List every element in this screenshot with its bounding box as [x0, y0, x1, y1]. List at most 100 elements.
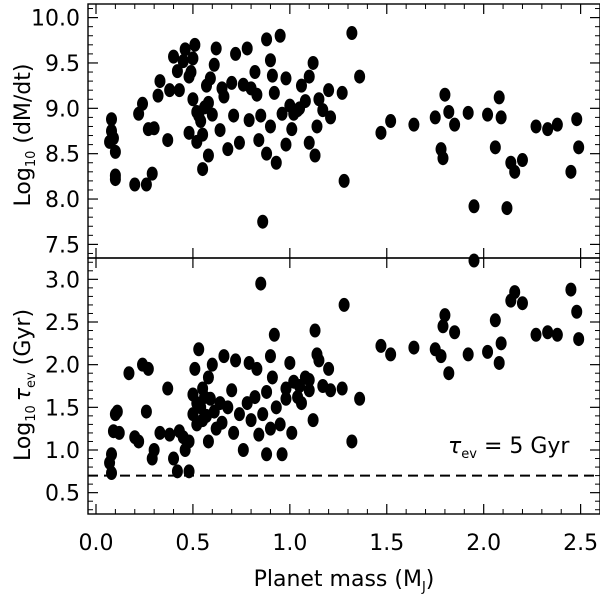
- bottom-data-point: [280, 381, 292, 396]
- bottom-data-point: [123, 366, 135, 381]
- bottom-data-point: [113, 425, 125, 440]
- bottom-data-point: [286, 425, 298, 440]
- bottom-data-point: [270, 400, 282, 415]
- bottom-data-point: [183, 434, 195, 449]
- top-data-point: [204, 71, 216, 86]
- top-data-point: [268, 85, 280, 100]
- bottom-data-point: [204, 391, 216, 406]
- top-data-point: [375, 125, 387, 140]
- top-data-point: [303, 69, 315, 84]
- top-data-point: [501, 201, 513, 216]
- top-data-point: [195, 114, 207, 129]
- bottom-data-point: [284, 355, 296, 370]
- top-data-point: [107, 131, 119, 146]
- bottom-y-axis-label: Log10 τev (Gyr): [11, 309, 39, 461]
- top-y-axis: 7.5 8.0 8.5 9.0 9.5 10.0: [31, 7, 600, 258]
- bottom-data-point: [408, 340, 420, 355]
- x-tick-label: 0.5: [175, 531, 210, 556]
- bottom-data-point: [443, 366, 455, 381]
- bottom-data-point: [216, 415, 228, 430]
- bottom-data-point: [257, 407, 269, 422]
- top-data-point: [253, 133, 265, 148]
- bottom-data-point: [439, 308, 451, 323]
- bottom-data-point: [309, 323, 321, 338]
- bottom-data-point: [249, 390, 261, 405]
- bottom-ylabel-log: Log: [11, 422, 36, 461]
- top-y-tick-label: 8.0: [45, 188, 80, 213]
- top-data-point: [443, 104, 455, 119]
- top-data-point: [261, 32, 273, 47]
- top-y-tick-label: 9.5: [45, 52, 80, 77]
- top-data-point: [551, 117, 563, 132]
- top-data-point: [309, 148, 321, 163]
- bottom-data-point: [354, 391, 366, 406]
- bottom-data-point: [573, 332, 585, 347]
- top-data-point: [106, 112, 118, 127]
- top-data-point: [346, 26, 358, 41]
- bottom-data-point: [142, 361, 154, 376]
- bottom-data-point: [313, 353, 325, 368]
- bottom-data-point: [226, 383, 238, 398]
- xlabel-sub: J: [421, 580, 426, 595]
- bottom-data-point: [154, 425, 166, 440]
- top-data-point: [482, 107, 494, 122]
- bottom-data-point: [193, 342, 205, 357]
- top-data-point: [280, 137, 292, 152]
- top-data-point: [109, 144, 121, 159]
- x-axis-label: Planet mass (MJ): [254, 567, 435, 595]
- bottom-y-tick-label: 1.5: [45, 396, 80, 421]
- bottom-data-point: [133, 434, 145, 449]
- bottom-y-tick-label: 2.0: [45, 354, 80, 379]
- bottom-ylabel-rest: (Gyr): [11, 309, 36, 372]
- bottom-data-point: [495, 336, 507, 351]
- top-data-point: [509, 164, 521, 179]
- bottom-data-point: [237, 443, 249, 457]
- top-data-point: [264, 53, 276, 68]
- bottom-data-point: [482, 344, 494, 359]
- top-data-point: [137, 96, 149, 111]
- bottom-data-point: [449, 325, 461, 340]
- top-data-point: [493, 90, 505, 105]
- top-data-point: [542, 122, 554, 137]
- bottom-data-point: [202, 370, 214, 385]
- bottom-data-point: [253, 427, 265, 442]
- top-data-point: [449, 117, 461, 132]
- top-data-point: [274, 28, 286, 43]
- bottom-data-point: [164, 427, 176, 442]
- top-ylabel-sub: 10: [24, 151, 39, 168]
- bottom-data-point: [280, 391, 292, 406]
- bottom-data-point: [303, 373, 315, 388]
- top-data-point: [241, 41, 253, 56]
- top-data-point: [179, 42, 191, 57]
- top-data-point: [251, 87, 263, 102]
- top-data-point: [152, 88, 164, 103]
- bottom-data-point: [255, 276, 267, 291]
- top-data-point: [408, 117, 420, 132]
- top-data-point: [197, 162, 209, 177]
- top-data-point: [187, 92, 199, 107]
- top-data-point: [338, 173, 350, 188]
- top-data-point: [489, 140, 501, 155]
- bottom-data-point: [325, 383, 337, 398]
- bottom-ylabel-tau: τ: [11, 387, 36, 401]
- bottom-data-point: [261, 384, 273, 399]
- top-y-axis-label: Log10 (dM/dt): [11, 64, 39, 207]
- bottom-data-point: [106, 447, 118, 462]
- top-y-tick-label: 9.0: [45, 97, 80, 122]
- top-data-point: [230, 46, 242, 61]
- top-ylabel-log: Log: [11, 167, 36, 206]
- top-data-point: [336, 85, 348, 100]
- top-data-point: [109, 168, 121, 183]
- bottom-data-point: [162, 381, 174, 396]
- bottom-data-point: [274, 417, 286, 432]
- top-data-point: [354, 69, 366, 84]
- bottom-data-point: [435, 349, 447, 364]
- top-y-tick-label: 10.0: [31, 7, 80, 32]
- bottom-data-point: [336, 381, 348, 396]
- bottom-data-point: [551, 327, 563, 342]
- top-data-point: [276, 106, 288, 121]
- top-data-point: [325, 110, 337, 125]
- bottom-data-point: [245, 413, 257, 428]
- bottom-data-point: [509, 285, 521, 300]
